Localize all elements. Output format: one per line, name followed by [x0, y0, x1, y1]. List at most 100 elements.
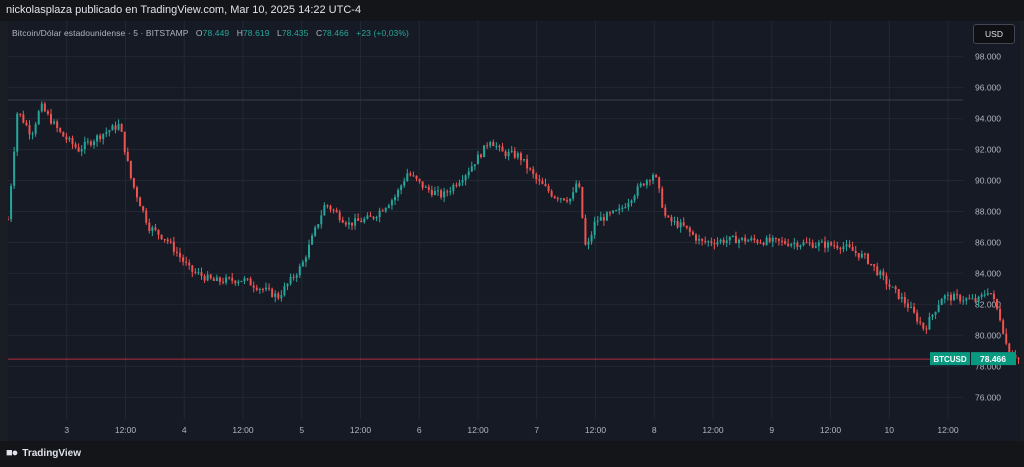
candle-body	[470, 166, 473, 172]
candle-body	[953, 293, 955, 301]
candle-body	[34, 124, 37, 134]
candle-body	[845, 244, 848, 247]
candle-body	[974, 298, 977, 302]
candle-body	[13, 151, 16, 186]
candle-body	[179, 252, 181, 258]
candle-body	[188, 262, 191, 266]
candle-body	[753, 238, 756, 241]
currency-button[interactable]: USD	[973, 24, 1015, 44]
candle-body	[544, 184, 547, 186]
candle-body	[790, 244, 793, 246]
candle-body	[222, 281, 224, 283]
candle-body	[781, 240, 783, 242]
candle-body	[308, 244, 310, 258]
candle-body	[728, 236, 731, 241]
candle-body	[931, 314, 934, 317]
candle-body	[498, 146, 501, 148]
candle-body	[688, 227, 691, 232]
candle-body	[943, 295, 946, 299]
y-tick-label: 78.000	[975, 361, 1001, 371]
candle-body	[900, 296, 903, 299]
candle-body	[430, 189, 433, 195]
candle-body	[707, 241, 710, 243]
candle-body	[897, 289, 900, 299]
candle-body	[550, 191, 553, 197]
candle-body	[547, 185, 550, 192]
candle-body	[648, 180, 651, 182]
candle-body	[289, 276, 292, 284]
candle-body	[148, 222, 151, 231]
x-tick-label: 9	[769, 425, 774, 435]
candle-body	[937, 305, 940, 312]
x-tick-label: 12:00	[585, 425, 607, 435]
candle-body	[615, 210, 618, 212]
candle-body	[311, 235, 314, 245]
candle-body	[304, 257, 307, 262]
candle-body	[811, 242, 814, 248]
candle-body	[384, 207, 387, 212]
candle-body	[870, 263, 873, 265]
footer-bar	[0, 441, 1024, 467]
candle-body	[320, 215, 323, 225]
candle-body	[209, 274, 212, 279]
candle-body	[658, 177, 661, 189]
candle-body	[31, 133, 34, 135]
x-tick-label: 12:00	[350, 425, 372, 435]
candle-body	[37, 111, 40, 125]
candle-body	[894, 286, 897, 290]
candle-body	[642, 183, 645, 186]
open-value: 78.449	[202, 28, 230, 38]
candle-body	[784, 240, 787, 244]
x-tick-label: 12:00	[232, 425, 254, 435]
candle-body	[501, 146, 504, 152]
candle-body	[437, 190, 439, 192]
candle-body	[750, 238, 753, 241]
candle-body	[867, 253, 869, 264]
candle-body	[605, 212, 608, 221]
candle-body	[624, 207, 627, 209]
candlestick-chart[interactable]: 76.000 78.000 80.000 82.000 84.000 86.000 88.0…	[8, 21, 1020, 441]
tradingview-logo[interactable]: ■● TradingView	[6, 447, 81, 459]
x-tick-label: 5	[299, 425, 304, 435]
candle-body	[980, 294, 983, 297]
candle-body	[618, 208, 621, 211]
candle-body	[906, 303, 909, 308]
candle-body	[228, 277, 231, 279]
candle-body	[879, 271, 882, 276]
candle-body	[713, 243, 716, 245]
candle-body	[885, 275, 888, 285]
candle-body	[185, 261, 188, 263]
candle-body	[691, 231, 694, 235]
candle-body	[363, 218, 366, 223]
candle-body	[633, 195, 636, 201]
candle-body	[636, 186, 639, 196]
candle-body	[799, 245, 802, 247]
candle-body	[172, 241, 175, 252]
candle-body	[347, 222, 350, 225]
candle-body	[390, 200, 393, 206]
x-tick-label: 7	[534, 425, 539, 435]
candle-body	[483, 145, 486, 158]
candle-body	[768, 237, 771, 242]
candle-body	[455, 184, 458, 186]
candle-body	[458, 182, 461, 186]
candle-body	[424, 186, 427, 188]
y-tick-label: 92.000	[975, 145, 1001, 155]
close-value: 78.466	[322, 28, 349, 38]
y-tick-label: 82.000	[975, 299, 1001, 309]
candle-body	[212, 278, 215, 281]
high-key: H	[236, 28, 243, 38]
candle-body	[919, 321, 922, 323]
candle-body	[476, 154, 479, 165]
chart-area[interactable]: 76.000 78.000 80.000 82.000 84.000 86.000 88.0…	[8, 21, 1020, 441]
candles	[8, 101, 1020, 365]
candle-body	[74, 144, 77, 148]
candle-body	[977, 296, 980, 302]
candle-body	[599, 217, 602, 221]
candle-body	[959, 295, 962, 302]
candle-body	[142, 206, 145, 211]
candle-body	[695, 234, 697, 241]
candle-body	[1017, 358, 1020, 360]
candle-body	[820, 241, 823, 243]
candle-body	[114, 125, 117, 130]
